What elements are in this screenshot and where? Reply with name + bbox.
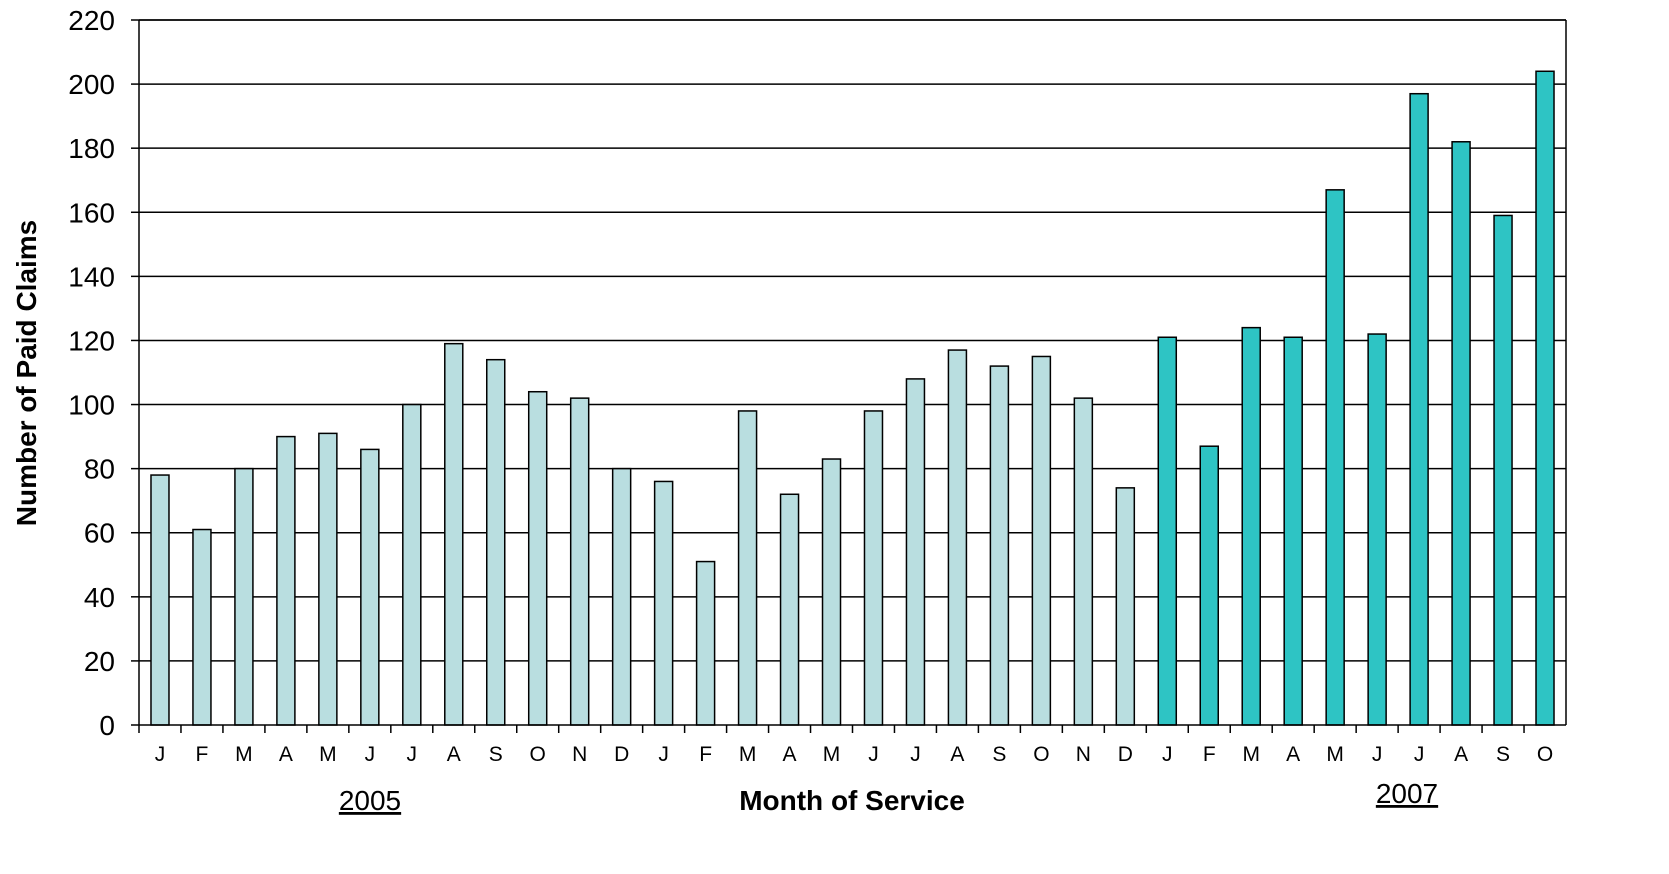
x-tick-label: J bbox=[658, 743, 669, 766]
bar bbox=[1325, 189, 1345, 726]
x-tick-label: F bbox=[1203, 743, 1216, 766]
y-tick-label: 180 bbox=[68, 133, 115, 164]
x-tick-label: S bbox=[1496, 743, 1510, 766]
bar bbox=[1199, 445, 1219, 726]
bar bbox=[989, 365, 1010, 726]
x-tick-label: F bbox=[196, 743, 209, 766]
bar bbox=[234, 467, 254, 726]
x-tick-label: O bbox=[1537, 743, 1553, 766]
y-tick-label: 200 bbox=[68, 69, 115, 100]
x-tick-label: M bbox=[1242, 743, 1260, 766]
x-tick-label: F bbox=[699, 743, 712, 766]
bar bbox=[863, 410, 884, 726]
bar bbox=[695, 560, 716, 726]
y-axis-title: Number of Paid Claims bbox=[11, 220, 42, 527]
bar bbox=[1409, 92, 1429, 726]
bar bbox=[947, 349, 968, 726]
x-tick-label: J bbox=[1372, 743, 1383, 766]
bar bbox=[360, 448, 380, 726]
x-tick-label: J bbox=[1162, 743, 1173, 766]
bar bbox=[1073, 397, 1094, 726]
x-tick-label: M bbox=[235, 743, 253, 766]
x-tick-label: A bbox=[279, 743, 293, 766]
bar bbox=[779, 493, 800, 726]
y-tick-label: 20 bbox=[84, 646, 115, 677]
bar bbox=[611, 467, 632, 726]
bar bbox=[527, 390, 548, 726]
x-tick-label: S bbox=[489, 743, 503, 766]
bar bbox=[192, 528, 212, 726]
bar bbox=[1451, 141, 1471, 726]
bars bbox=[150, 70, 1555, 726]
x-tick-label: A bbox=[950, 743, 964, 766]
y-tick-label: 40 bbox=[84, 582, 115, 613]
bar bbox=[1283, 336, 1303, 726]
y-tick-labels: 0 20 40 60 80 100 120 140 160 180 200 220 bbox=[68, 5, 115, 741]
bar bbox=[1115, 487, 1136, 726]
x-tick-label: J bbox=[1414, 743, 1425, 766]
year-label-2007: 2007 bbox=[1376, 778, 1438, 809]
bar bbox=[905, 378, 926, 726]
bar bbox=[653, 480, 674, 726]
bar bbox=[1535, 70, 1555, 726]
bar bbox=[276, 435, 296, 726]
gridlines bbox=[139, 19, 1566, 662]
x-tick-label: A bbox=[1286, 743, 1300, 766]
x-tick-label: D bbox=[1118, 743, 1133, 766]
bar bbox=[1493, 214, 1513, 726]
bar bbox=[821, 458, 842, 726]
y-tick-label: 220 bbox=[68, 5, 115, 36]
x-tick-label: A bbox=[783, 743, 797, 766]
x-tick-label: M bbox=[319, 743, 337, 766]
x-tick-label: M bbox=[823, 743, 841, 766]
bar bbox=[150, 474, 170, 726]
x-tick-label: J bbox=[407, 743, 418, 766]
x-tick-label: J bbox=[155, 743, 166, 766]
y-tick-label: 120 bbox=[68, 325, 115, 356]
x-tick-label: M bbox=[1326, 743, 1344, 766]
bar bbox=[1367, 333, 1387, 726]
x-tick-label: M bbox=[739, 743, 757, 766]
bar bbox=[569, 397, 590, 726]
x-tick-label: A bbox=[447, 743, 461, 766]
x-axis-title: Month of Service bbox=[739, 785, 965, 816]
x-tick-label: O bbox=[1033, 743, 1049, 766]
y-tick-label: 60 bbox=[84, 518, 115, 549]
x-tick-label: A bbox=[1454, 743, 1468, 766]
bar bbox=[318, 432, 338, 726]
y-tick-label: 100 bbox=[68, 390, 115, 421]
y-tick-label: 160 bbox=[68, 197, 115, 228]
x-tick-label: J bbox=[365, 743, 376, 766]
year-label-2005: 2005 bbox=[339, 785, 401, 816]
x-tick-label: S bbox=[992, 743, 1006, 766]
x-tick-label: D bbox=[614, 743, 629, 766]
x-tick-label: N bbox=[572, 743, 587, 766]
bar bbox=[444, 342, 464, 726]
axes bbox=[131, 19, 1567, 733]
x-tick-label: O bbox=[530, 743, 546, 766]
y-tick-label: 0 bbox=[99, 710, 115, 741]
bar bbox=[486, 358, 506, 726]
bar bbox=[402, 403, 422, 726]
bar bbox=[1241, 326, 1261, 726]
x-tick-label: J bbox=[868, 743, 879, 766]
y-tick-label: 140 bbox=[68, 261, 115, 292]
bar bbox=[1031, 355, 1052, 726]
y-tick-label: 80 bbox=[84, 454, 115, 485]
x-tick-label: J bbox=[910, 743, 921, 766]
x-tick-label: N bbox=[1076, 743, 1091, 766]
bar bbox=[737, 410, 758, 726]
bar bbox=[1157, 336, 1178, 726]
